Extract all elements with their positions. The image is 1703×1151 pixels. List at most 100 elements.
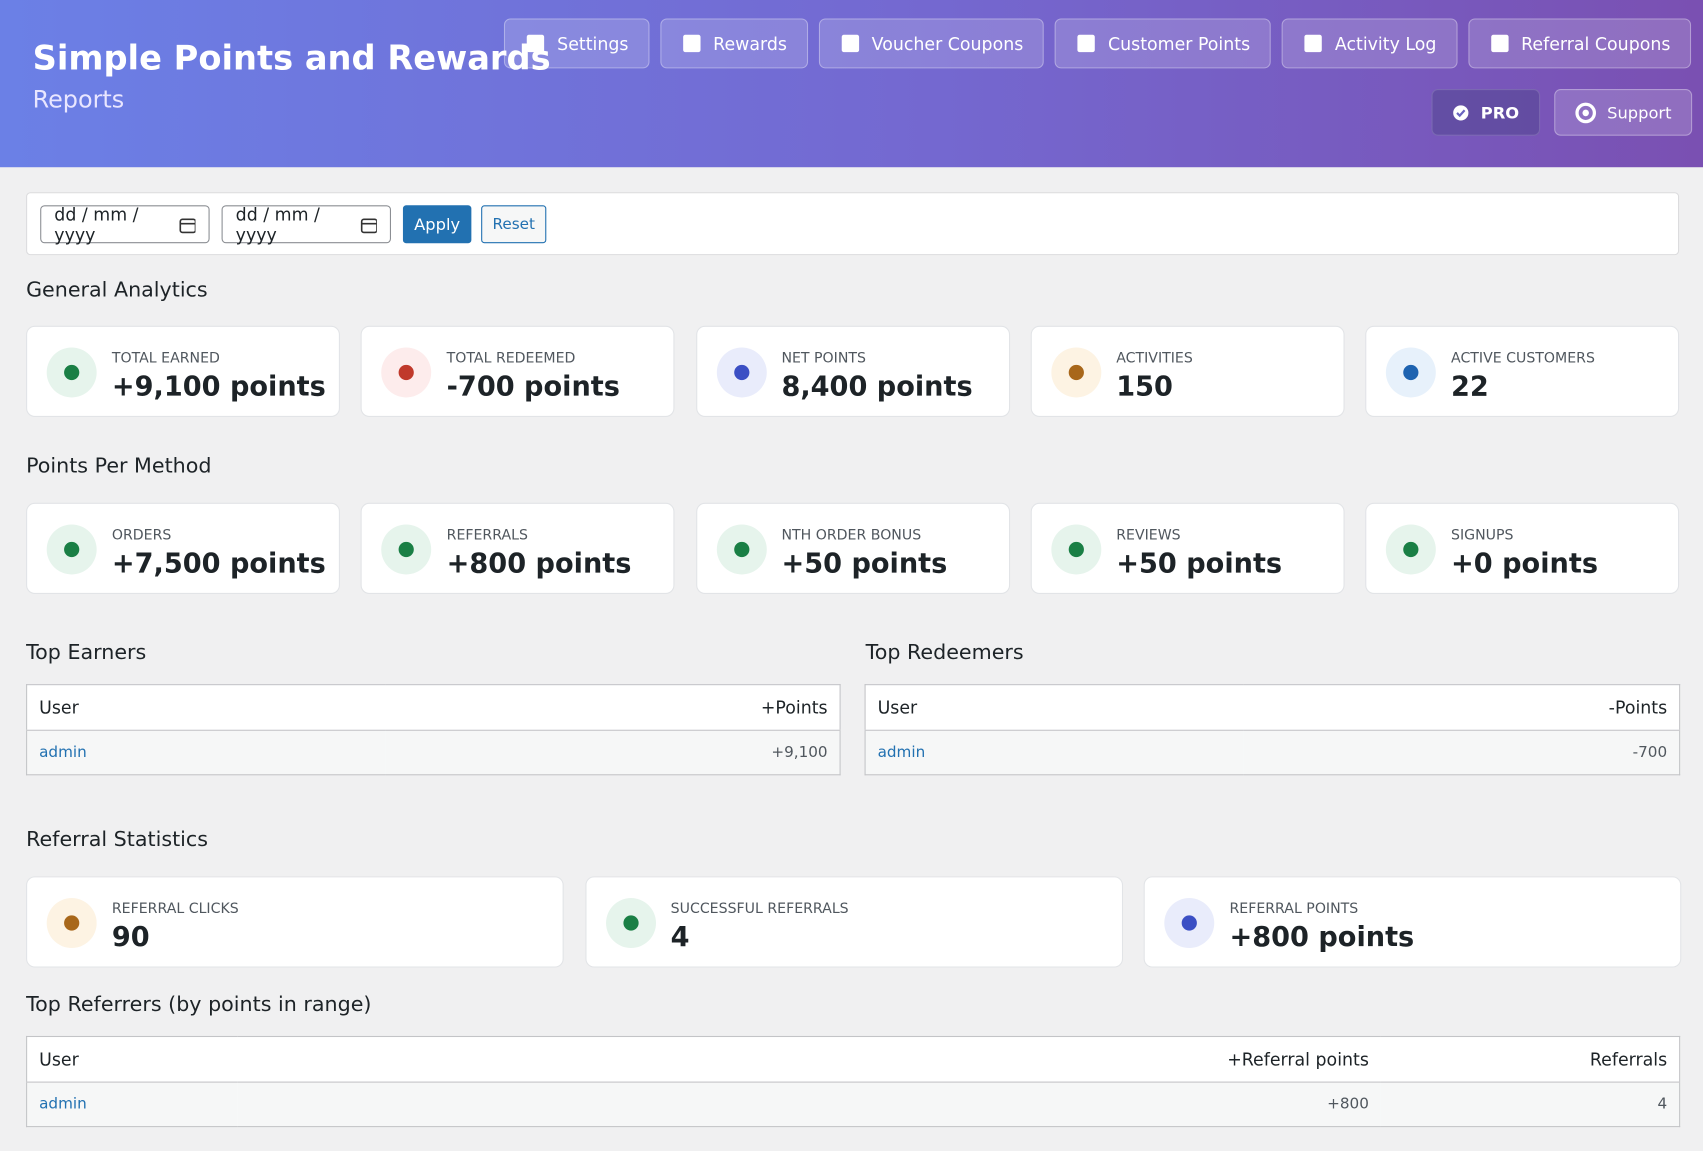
nav-label: Voucher Coupons (871, 33, 1024, 54)
table-header-row: User +Referral points Referrals (26, 1036, 1680, 1083)
stat-value: 90 (111, 920, 150, 953)
cell-value: +800 (1327, 1095, 1369, 1114)
stat-label: REFERRAL CLICKS (111, 901, 239, 918)
stat-value: +50 points (781, 547, 948, 579)
stat-label: REFERRALS (446, 527, 528, 545)
stat-icon (1051, 347, 1102, 398)
card-icon-glyph (733, 364, 749, 381)
cell-value: -700 (1632, 743, 1668, 762)
stat-card: TOTAL REDEEMED -700 points (360, 325, 675, 417)
cell-value: +9,100 (771, 743, 828, 762)
stat-label: TOTAL EARNED (111, 350, 220, 368)
card-icon-glyph (64, 364, 80, 381)
table-cell: admin (26, 1082, 239, 1127)
card-icon-glyph (1403, 364, 1419, 381)
pro-badge[interactable]: PRO (1431, 89, 1540, 136)
nav-button[interactable]: Activity Log (1281, 18, 1458, 69)
stat-value: +9,100 points (111, 370, 326, 402)
stat-value: +800 points (446, 547, 632, 579)
stat-value: +800 points (1229, 920, 1415, 953)
date-to-placeholder: dd / mm / yyyy (235, 203, 320, 245)
card-icon-glyph (64, 915, 80, 931)
stat-card: TOTAL EARNED +9,100 points (26, 325, 340, 417)
user-link[interactable]: admin (39, 743, 87, 762)
stat-icon (1385, 524, 1436, 575)
user-link[interactable]: admin (877, 743, 926, 762)
stat-value: 4 (670, 920, 690, 953)
column-header: +Points (385, 684, 841, 731)
card-icon-glyph (1068, 541, 1084, 558)
header: Simple Points and Rewards Reports Settin… (0, 0, 1703, 168)
secondary-nav: PRO Support (1431, 89, 1693, 136)
data-table: User +Points admin +9,100 (26, 684, 841, 776)
date-from[interactable]: dd / mm / yyyy (40, 203, 210, 245)
page-subtitle: Reports (32, 86, 125, 115)
calendar-icon (360, 217, 377, 233)
stat-card: REFERRAL POINTS +800 points (1143, 876, 1682, 968)
reset-button[interactable]: Reset (481, 205, 547, 244)
nav-button[interactable]: Referral Coupons (1467, 18, 1692, 69)
stat-icon (381, 524, 432, 575)
nav-icon (682, 34, 701, 53)
section-heading: Top Earners (26, 640, 147, 665)
table-cell: admin (26, 730, 386, 775)
stat-icon (46, 347, 97, 398)
card-icon-glyph (1181, 915, 1197, 931)
stat-label: REFERRAL POINTS (1229, 901, 1359, 918)
card-icon-glyph (1068, 364, 1084, 381)
stat-value: +0 points (1451, 547, 1599, 579)
stat-icon (381, 347, 432, 398)
stat-value: 8,400 points (781, 370, 973, 402)
table-row: admin +9,100 (26, 730, 841, 775)
nav-icon (1490, 34, 1509, 53)
nav-button[interactable]: Voucher Coupons (818, 18, 1044, 69)
nav-button[interactable]: Customer Points (1054, 18, 1271, 69)
date-from-placeholder: dd / mm / yyyy (54, 203, 139, 245)
support-label: Support (1607, 102, 1672, 123)
stat-card: REVIEWS +50 points (1030, 502, 1345, 594)
table-cell: +9,100 (385, 730, 841, 775)
column-header: User (26, 1036, 239, 1083)
table-row: admin +800 4 (26, 1082, 1680, 1127)
stat-icon (605, 898, 656, 948)
section-heading: Top Referrers (by points in range) (26, 992, 372, 1017)
stat-value: +7,500 points (111, 547, 326, 579)
nav-icon (1077, 34, 1095, 53)
stat-label: SIGNUPS (1451, 527, 1514, 545)
calendar-icon (179, 217, 196, 233)
support-button[interactable]: Support (1553, 89, 1693, 136)
table-cell: admin (865, 730, 1244, 775)
table-row: admin -700 (865, 730, 1680, 775)
card-icon-glyph (64, 541, 80, 558)
card-icon-glyph (398, 541, 415, 558)
nav-button[interactable]: Rewards (659, 18, 808, 69)
section-heading: Top Redeemers (865, 640, 1024, 665)
stat-label: ACTIVITIES (1116, 350, 1193, 368)
nav-icon (1304, 34, 1322, 53)
apply-button[interactable]: Apply (402, 205, 472, 244)
card-icon-glyph (1403, 541, 1419, 558)
support-icon (1575, 102, 1596, 123)
stat-label: SUCCESSFUL REFERRALS (670, 901, 849, 918)
stat-label: ORDERS (111, 527, 172, 545)
stat-icon (716, 347, 767, 398)
stat-card: REFERRALS +800 points (360, 502, 675, 594)
nav-button[interactable]: Settings (503, 18, 650, 69)
stat-icon (1385, 347, 1436, 398)
nav-label: Customer Points (1108, 33, 1251, 54)
table-cell: 4 (1380, 1082, 1680, 1127)
nav-label: Settings (557, 33, 629, 54)
user-link[interactable]: admin (39, 1095, 87, 1114)
date-to[interactable]: dd / mm / yyyy (221, 203, 391, 245)
data-table: User +Referral points Referrals admin +800 4 (26, 1035, 1681, 1128)
section-heading: Points Per Method (26, 453, 212, 478)
card-icon-glyph (733, 541, 749, 558)
nav-icon (841, 34, 859, 53)
column-header: -Points (1243, 684, 1680, 731)
nav-label: Referral Coupons (1521, 33, 1671, 54)
stat-card: NET POINTS 8,400 points (695, 325, 1010, 417)
stat-icon (1164, 898, 1215, 948)
pro-label: PRO (1480, 102, 1520, 123)
stat-card: SUCCESSFUL REFERRALS 4 (584, 876, 1123, 968)
